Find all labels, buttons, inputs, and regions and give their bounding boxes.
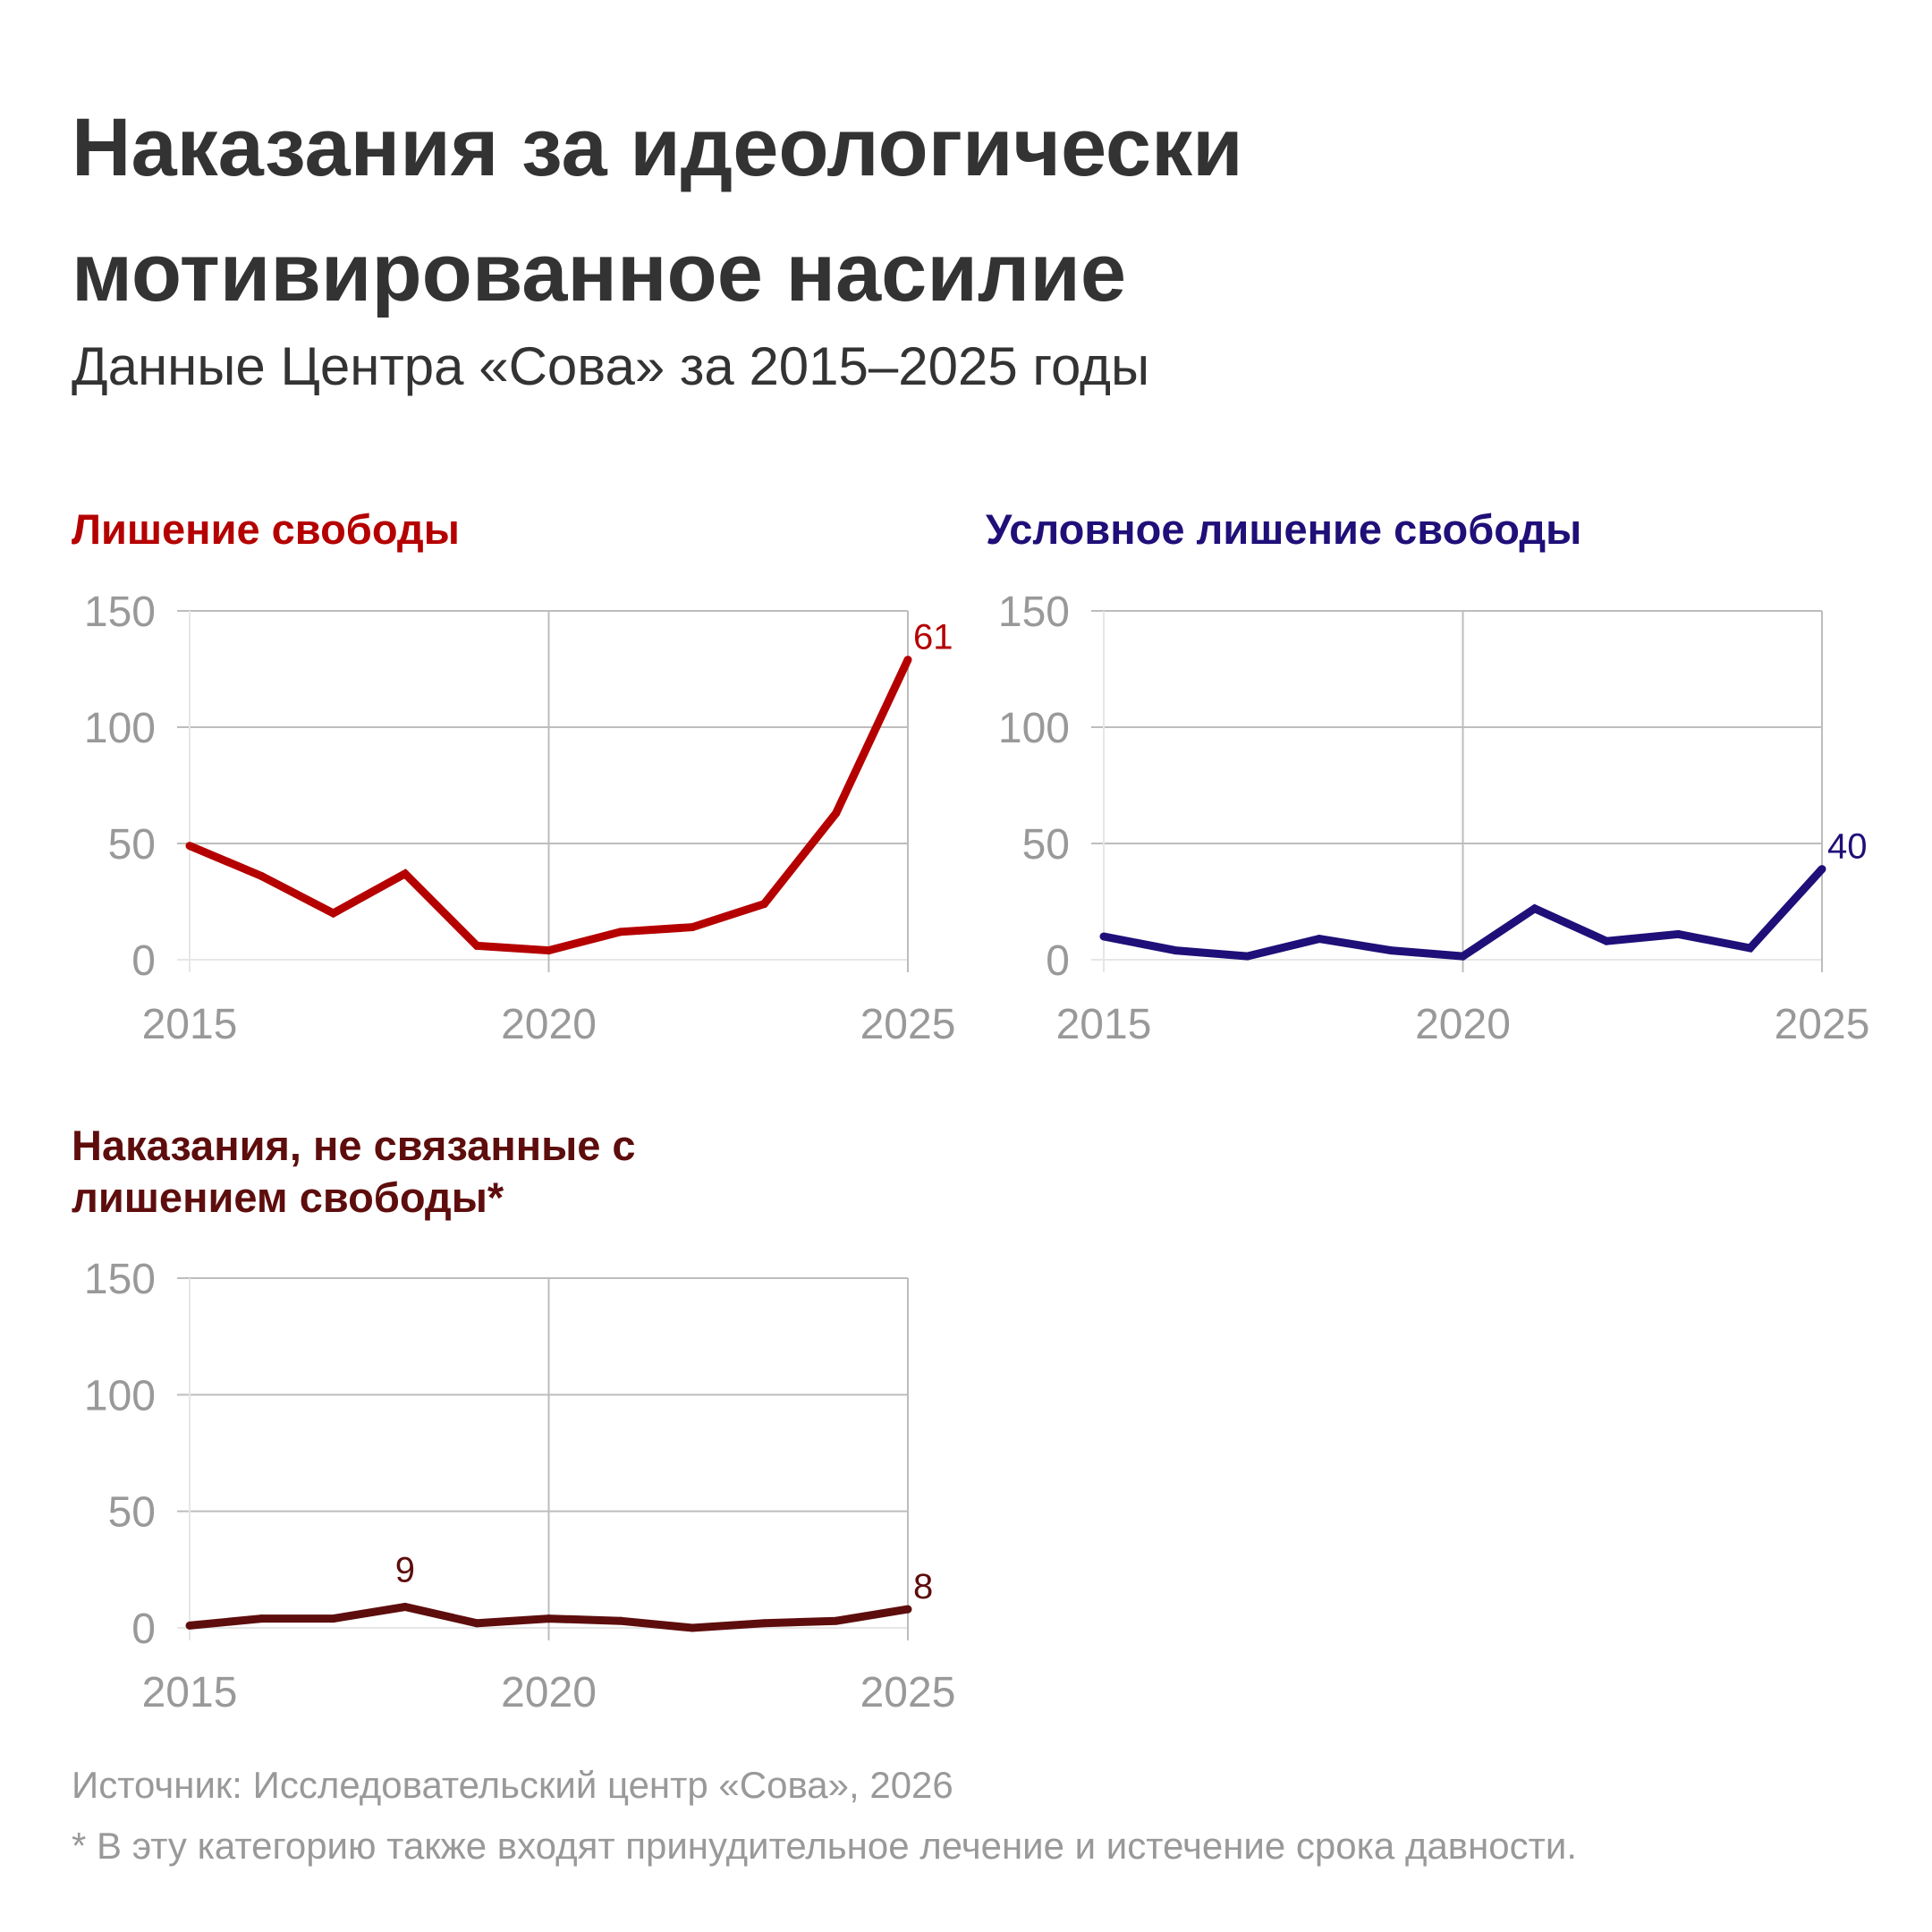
chart-3-point-2025: [903, 1605, 912, 1614]
chart-3-xtick-2025: 2025: [860, 1669, 956, 1716]
chart-3-ytick-0: 0: [131, 1606, 156, 1653]
chart-3-point-2020: [545, 1614, 553, 1623]
chart-1-point-2016: [257, 871, 266, 880]
chart-2-point-2019: [1386, 946, 1395, 955]
source-note: Источник: Исследовательский центр «Сова»…: [72, 1764, 953, 1806]
chart-3-xtick-2015: 2015: [142, 1669, 238, 1716]
chart-1-data-label-2025: 61: [913, 618, 953, 657]
page-subtitle: Данные Центра «Сова» за 2015–2025 годы: [72, 336, 1150, 396]
chart-1-point-2024: [832, 809, 841, 818]
chart-3-point-2016: [257, 1614, 266, 1623]
chart-1-point-2023: [759, 900, 768, 909]
chart-3-point-2017: [329, 1614, 338, 1623]
chart-2-point-2021: [1530, 904, 1539, 913]
chart-2-ytick-100: 100: [998, 705, 1070, 752]
chart-2-xtick-2015: 2015: [1056, 1001, 1152, 1048]
page-title: Наказания за идеологически мотивированно…: [72, 85, 1860, 335]
chart-2-point-2020: [1459, 952, 1467, 961]
title-line-2: мотивированное насилие: [72, 227, 1127, 318]
chart-3-point-2018: [401, 1603, 410, 1612]
chart-2-point-2017: [1243, 952, 1252, 961]
chart-1-xtick-2015: 2015: [142, 1001, 238, 1048]
chart-3-ytick-150: 150: [84, 1256, 156, 1303]
chart-1-ytick-100: 100: [84, 705, 156, 752]
chart-1-ytick-50: 50: [108, 821, 156, 869]
chart-2-ytick-50: 50: [1022, 821, 1070, 869]
chart-1-point-2022: [688, 923, 697, 932]
chart-3-point-2024: [832, 1616, 841, 1625]
chart-1-point-2015: [185, 842, 194, 851]
chart-3-ytick-50: 50: [108, 1489, 156, 1537]
chart-2-point-2018: [1315, 935, 1324, 944]
chart-3-ytick-100: 100: [84, 1372, 156, 1419]
chart-2-xtick-2020: 2020: [1415, 1001, 1511, 1048]
chart-3-point-2019: [472, 1619, 481, 1628]
chart-3-data-label-2018: 9: [395, 1551, 415, 1590]
chart-1-xtick-2020: 2020: [501, 1001, 597, 1048]
chart-1-point-2019: [472, 941, 481, 950]
chart-2-point-2023: [1674, 929, 1682, 938]
chart-3-data-label-2025: 8: [913, 1567, 933, 1606]
chart-1-point-2025: [903, 656, 912, 665]
chart-1-point-2020: [545, 946, 553, 955]
chart-2-point-2016: [1171, 946, 1180, 955]
chart-1-point-2018: [401, 869, 410, 878]
footnote: * В эту категорию также входят принудите…: [72, 1825, 1578, 1867]
chart-2-ytick-0: 0: [1046, 937, 1070, 985]
chart-3-title-line-2: лишением свободы*: [72, 1174, 504, 1221]
chart-1-title: Лишение свободы: [72, 505, 460, 553]
chart-1-ytick-150: 150: [84, 589, 156, 636]
chart-1-point-2021: [616, 928, 625, 936]
chart-3-title: Наказания, не связанные с лишением свобо…: [72, 1120, 636, 1224]
chart-2-point-2015: [1099, 932, 1108, 941]
chart-2-point-2025: [1818, 865, 1826, 874]
chart-3-xtick-2020: 2020: [501, 1669, 597, 1716]
chart-2-data-label-2025: 40: [1827, 827, 1868, 867]
chart-3-point-2023: [759, 1619, 768, 1628]
chart-2-title: Условное лишение свободы: [986, 505, 1582, 553]
chart-1-xtick-2025: 2025: [860, 1001, 956, 1048]
chart-1-point-2017: [329, 909, 338, 918]
chart-1-ytick-0: 0: [131, 937, 156, 985]
chart-3-title-line-1: Наказания, не связанные с: [72, 1122, 636, 1169]
chart-3-point-2022: [688, 1623, 697, 1632]
chart-2-xtick-2025: 2025: [1775, 1001, 1870, 1048]
title-line-1: Наказания за идеологически: [72, 102, 1243, 193]
chart-2-point-2024: [1746, 944, 1755, 953]
chart-2-point-2022: [1602, 936, 1611, 945]
chart-2-ytick-150: 150: [998, 589, 1070, 636]
chart-3-point-2021: [616, 1616, 625, 1625]
chart-3-point-2015: [185, 1621, 194, 1630]
